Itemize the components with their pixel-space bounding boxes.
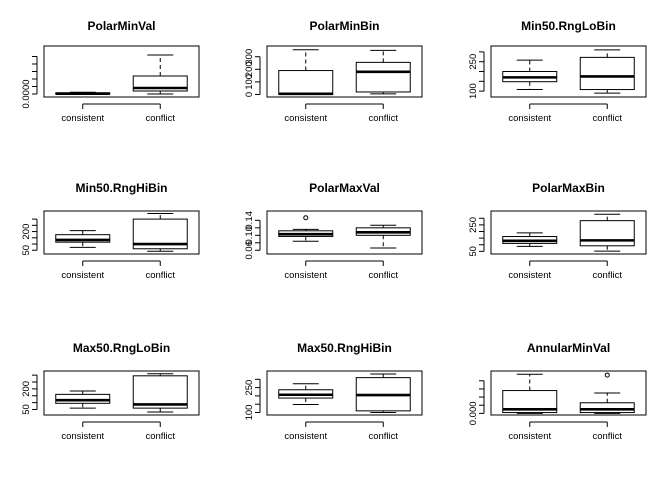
iqr-box: [579, 56, 635, 91]
y-tick-label: 0.14: [244, 211, 255, 230]
panel-title: Max50.RngLoBin: [73, 341, 170, 355]
box-conflict: [579, 49, 635, 94]
box-conflict: [355, 49, 411, 95]
x-category-label: conflict: [592, 270, 622, 281]
y-tick-label: 0.06: [244, 241, 255, 260]
x-category-label: conflict: [368, 270, 398, 281]
plot-frame: [266, 210, 423, 255]
panel-title: PolarMinVal: [87, 19, 155, 33]
box-consistent: [55, 91, 111, 95]
iqr-box: [579, 220, 635, 247]
panel-min50-rnglobin: Min50.RngLoBin 100 250 consistent conflict: [468, 19, 647, 124]
y-tick-label: 0: [244, 92, 255, 97]
box-conflict: [579, 372, 635, 414]
plot-frame: [490, 210, 647, 255]
y-tick-label: 250: [244, 380, 255, 396]
y-tick-label: 100: [244, 405, 255, 421]
y-tick-label: 250: [468, 54, 479, 70]
panel-title: Min50.RngHiBin: [76, 181, 168, 195]
y-tick-label: 300: [244, 49, 255, 65]
y-tick-label: 0.10: [244, 226, 255, 245]
x-category-label: consistent: [508, 270, 551, 281]
y-tick-label: 250: [468, 217, 479, 233]
x-category-label: conflict: [145, 270, 175, 281]
box-consistent: [278, 383, 334, 406]
x-category-label: conflict: [592, 431, 622, 442]
x-category-label: consistent: [508, 431, 551, 442]
iqr-box: [55, 393, 111, 404]
panel-polarmaxval: PolarMaxVal 0.060.100.14 consistent conflic…: [244, 181, 423, 281]
box-conflict: [355, 373, 411, 414]
y-tick-label: 0.0000: [21, 79, 32, 108]
box-consistent: [55, 230, 111, 248]
x-category-label: conflict: [592, 113, 622, 124]
y-tick-label: 50: [468, 246, 479, 257]
y-tick-label: 50: [21, 404, 32, 415]
box-consistent: [502, 232, 558, 247]
plot-frame: [43, 45, 200, 98]
x-category-label: consistent: [284, 270, 327, 281]
y-tick-label: 200: [244, 61, 255, 77]
panel-polarmaxbin: PolarMaxBin 50 250 consistent conflict: [468, 181, 647, 281]
outlier-point: [604, 372, 610, 378]
box-conflict: [132, 54, 188, 95]
plot-frame: [490, 45, 647, 98]
x-category-label: consistent: [61, 431, 104, 442]
plot-frame: [266, 45, 423, 98]
panel-title: Max50.RngHiBin: [297, 341, 392, 355]
box-consistent: [55, 390, 111, 409]
panel-max50-rnghibin: Max50.RngHiBin 100 250 consistent conflict: [244, 341, 423, 442]
box-consistent: [278, 49, 334, 96]
box-consistent: [502, 59, 558, 91]
iqr-box: [502, 390, 558, 414]
plot-frame: [490, 370, 647, 416]
y-tick-label: 200: [21, 381, 32, 397]
panel-annularminval: AnnularMinVal 0.000 consistent conflict: [468, 341, 647, 442]
y-tick-label: 0.000: [468, 401, 479, 425]
outlier-point: [303, 215, 309, 221]
box-conflict: [132, 212, 188, 252]
y-tick-label: 50: [21, 245, 32, 256]
iqr-box: [579, 402, 635, 414]
box-conflict: [355, 224, 411, 249]
iqr-box: [55, 234, 111, 243]
x-category-label: consistent: [284, 113, 327, 124]
panel-max50-rnglobin: Max50.RngLoBin 50 200 consistent conflict: [21, 341, 200, 442]
box-conflict: [132, 373, 188, 413]
x-category-label: consistent: [284, 431, 327, 442]
panel-polarminval: PolarMinVal 0.0000 consistent conflict: [21, 19, 200, 124]
box-conflict: [579, 213, 635, 252]
iqr-box: [278, 70, 334, 95]
y-tick-label: 200: [21, 224, 32, 240]
panel-min50-rnghibin: Min50.RngHiBin 50 200 consistent conflict: [21, 181, 200, 281]
plot-frame: [266, 370, 423, 416]
plot-frame: [43, 370, 200, 416]
iqr-box: [355, 61, 411, 93]
y-tick-label: 100: [244, 74, 255, 90]
panel-title: PolarMaxVal: [309, 181, 380, 195]
box-consistent: [502, 373, 558, 414]
iqr-box: [132, 375, 188, 409]
panel-title: Min50.RngLoBin: [521, 19, 616, 33]
y-tick-label: 100: [468, 83, 479, 99]
plot-frame: [43, 210, 200, 255]
x-category-label: conflict: [368, 431, 398, 442]
panel-title: PolarMaxBin: [532, 181, 605, 195]
x-category-label: consistent: [61, 113, 104, 124]
panel-title: AnnularMinVal: [527, 341, 610, 355]
x-category-label: conflict: [145, 113, 175, 124]
x-category-label: consistent: [61, 270, 104, 281]
box-consistent: [278, 215, 334, 242]
x-category-label: consistent: [508, 113, 551, 124]
x-category-label: conflict: [368, 113, 398, 124]
panel-title: PolarMinBin: [309, 19, 379, 33]
x-category-label: conflict: [145, 431, 175, 442]
